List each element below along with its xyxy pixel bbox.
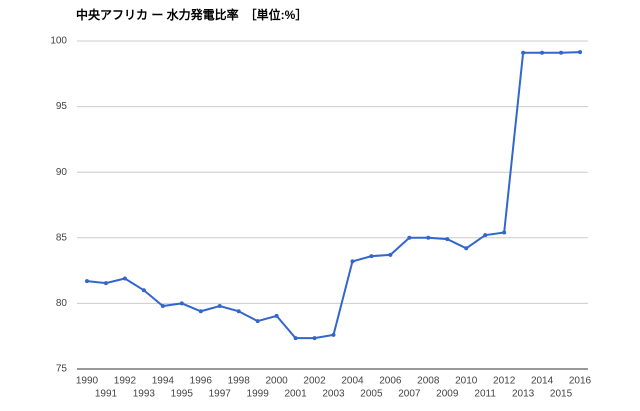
x-tick-label: 2014 <box>531 376 554 387</box>
point <box>426 235 431 240</box>
y-tick-label: 75 <box>56 364 68 375</box>
y-tick-label: 100 <box>50 36 67 47</box>
y-tick-label: 95 <box>56 101 68 112</box>
point <box>293 336 298 341</box>
x-tick-label: 2003 <box>322 389 345 400</box>
point <box>521 50 526 55</box>
x-tick-label: 2002 <box>303 376 326 387</box>
point <box>255 319 260 324</box>
point <box>160 304 165 309</box>
point <box>464 246 469 251</box>
x-tick-label: 1998 <box>228 376 251 387</box>
point <box>483 233 488 238</box>
y-tick-label: 80 <box>56 298 68 309</box>
point <box>236 309 241 314</box>
x-tick-label: 2004 <box>341 376 364 387</box>
point <box>141 288 146 293</box>
x-tick-label: 1995 <box>171 389 194 400</box>
x-tick-label: 2016 <box>569 376 592 387</box>
point <box>445 237 450 242</box>
x-tick-label: 2006 <box>379 376 402 387</box>
x-tick-label: 1991 <box>95 389 118 400</box>
x-tick-label: 2010 <box>455 376 478 387</box>
point <box>103 281 108 286</box>
point <box>388 252 393 257</box>
point <box>85 279 89 284</box>
point <box>198 309 203 314</box>
x-tick-label: 2001 <box>284 389 307 400</box>
point <box>312 336 317 341</box>
x-tick-label: 1992 <box>114 376 137 387</box>
point <box>217 304 222 309</box>
x-tick-label: 1996 <box>190 376 213 387</box>
point <box>369 254 374 259</box>
x-tick-label: 2005 <box>360 389 383 400</box>
series-line <box>86 51 581 340</box>
point <box>578 50 582 55</box>
x-tick-label: 1999 <box>247 389 270 400</box>
point <box>179 301 184 306</box>
x-tick-label: 2000 <box>265 376 288 387</box>
point <box>274 313 279 318</box>
chart-title: 中央アフリカ ー 水力発電比率 ［単位:%］ <box>76 7 307 22</box>
x-tick-label: 2012 <box>493 376 516 387</box>
x-tick-label: 2013 <box>512 389 535 400</box>
point <box>407 235 412 240</box>
y-tick-label: 85 <box>56 232 68 243</box>
x-tick-label: 2008 <box>417 376 440 387</box>
point <box>502 230 507 235</box>
point <box>331 332 336 337</box>
x-tick-label: 2011 <box>474 389 496 400</box>
x-tick-label: 1993 <box>133 389 156 400</box>
x-tick-label: 2009 <box>436 389 459 400</box>
x-tick-label: 2015 <box>550 389 573 400</box>
y-tick-label: 90 <box>56 167 68 178</box>
point <box>540 50 545 55</box>
x-tick-label: 1990 <box>76 376 99 387</box>
x-tick-label: 1994 <box>152 376 175 387</box>
x-tick-label: 2007 <box>398 389 421 400</box>
point <box>559 50 564 55</box>
point <box>122 276 127 281</box>
x-tick-label: 1997 <box>209 389 232 400</box>
point <box>350 259 355 264</box>
